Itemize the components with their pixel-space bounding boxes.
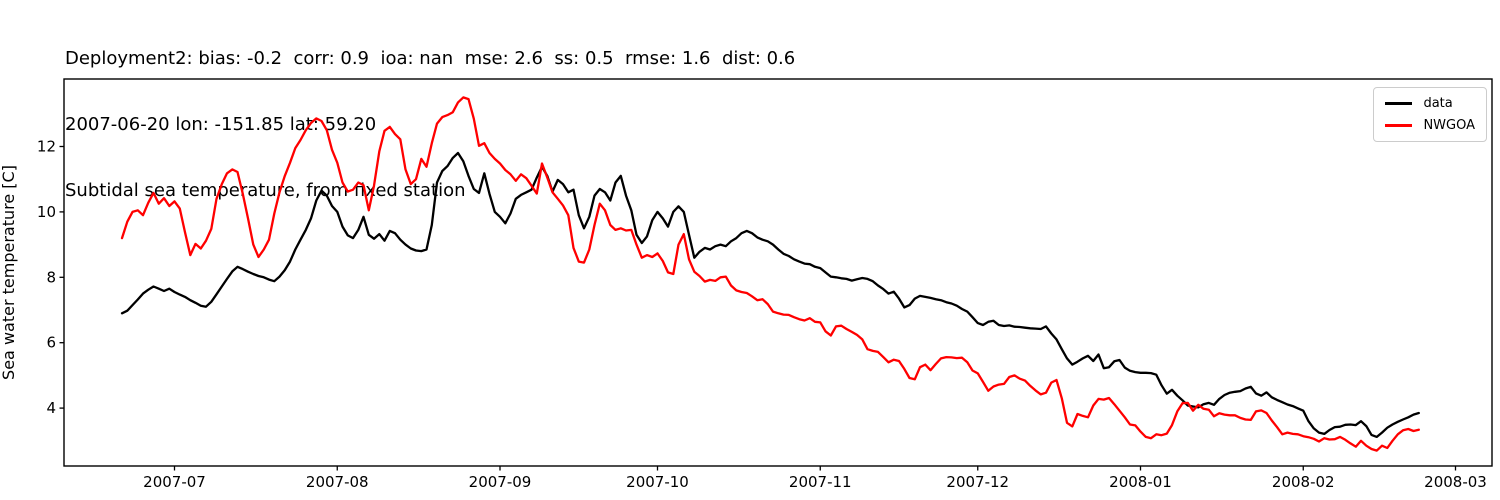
legend-line-sample-nwgoa	[1385, 124, 1413, 127]
title-location-line: 2007-06-20 lon: -151.85 lat: 59.20	[65, 114, 377, 135]
y-tick-label: 8	[46, 268, 56, 286]
y-tick-label: 10	[37, 203, 56, 221]
x-tick-label: 2007-11	[789, 473, 852, 491]
y-tick-label: 12	[37, 138, 56, 156]
y-axis-label: Sea water temperature [C]	[0, 165, 18, 380]
x-tick-label: 2007-07	[143, 473, 206, 491]
plot-border	[63, 78, 1493, 467]
x-tick-label: 2007-09	[469, 473, 532, 491]
legend: data NWGOA	[1373, 87, 1487, 142]
x-tick-label: 2008-01	[1109, 473, 1172, 491]
series-line-nwgoa	[120, 96, 1420, 452]
x-tick-label: 2008-02	[1272, 473, 1335, 491]
legend-line-sample-data	[1385, 102, 1413, 105]
legend-label-nwgoa: NWGOA	[1423, 118, 1475, 133]
x-tick-label: 2007-08	[306, 473, 369, 491]
y-tick-label: 6	[46, 334, 56, 352]
legend-item-nwgoa: NWGOA	[1385, 119, 1475, 132]
x-tick-label: 2007-10	[626, 473, 689, 491]
y-tick-label: 4	[46, 399, 56, 417]
series-line-data	[120, 151, 1420, 439]
legend-item-data: data	[1385, 97, 1475, 110]
title-stats-line: Deployment2: bias: -0.2 corr: 0.9 ioa: n…	[65, 48, 796, 69]
x-tick-label: 2008-03	[1424, 473, 1487, 491]
figure-titles: Deployment2: bias: -0.2 corr: 0.9 ioa: n…	[65, 4, 795, 246]
x-tick-label: 2007-12	[946, 473, 1009, 491]
legend-label-data: data	[1423, 96, 1453, 111]
